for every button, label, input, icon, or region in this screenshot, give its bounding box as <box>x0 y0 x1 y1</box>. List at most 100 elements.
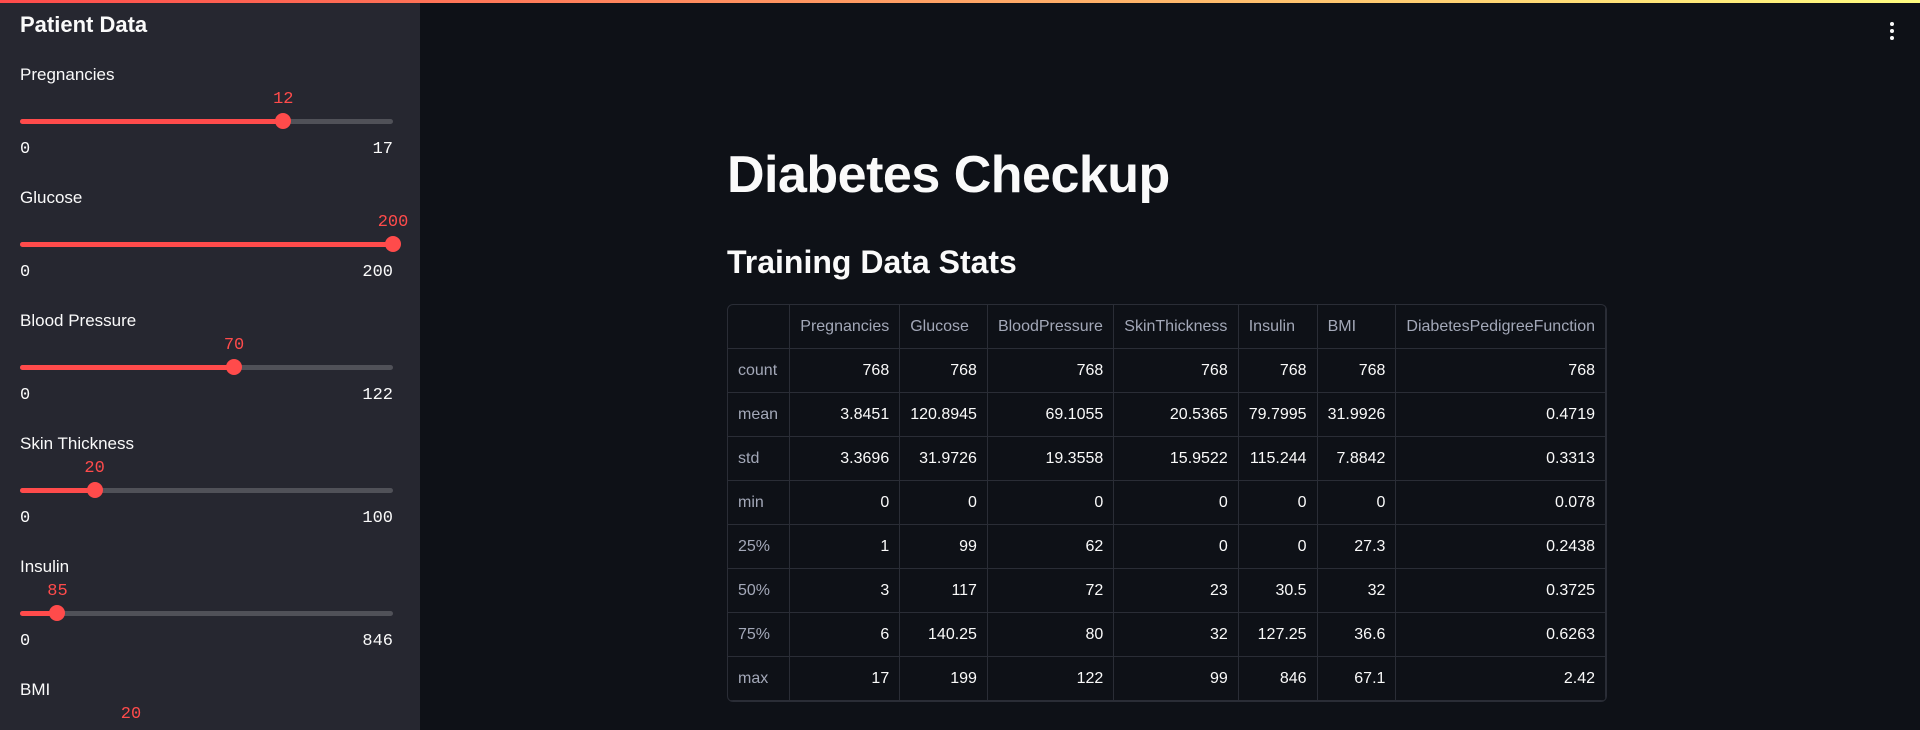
cell: 768 <box>1113 348 1239 393</box>
table-row: 75% 6 140.25 80 32 127.25 36.6 0.6263 <box>728 612 1606 657</box>
cell: 115.244 <box>1238 436 1318 481</box>
cell: 0 <box>1317 480 1397 525</box>
cell: 0.078 <box>1395 480 1606 525</box>
table-row: 50% 3 117 72 23 30.5 32 0.3725 <box>728 568 1606 613</box>
cell: 27.3 <box>1317 524 1397 569</box>
slider-track[interactable] <box>20 113 393 129</box>
slider[interactable]: Pregnancies 12 0 17 <box>0 60 420 183</box>
cell: 72 <box>987 568 1115 613</box>
cell: 0.6263 <box>1395 612 1606 657</box>
cell: 0.4719 <box>1395 392 1606 437</box>
row-label: max <box>728 656 791 701</box>
subheader: Training Data Stats <box>727 244 1017 280</box>
slider-fill <box>20 488 95 493</box>
slider-label: Insulin <box>20 557 70 576</box>
slider-value: 12 <box>273 90 294 109</box>
slider-value: 85 <box>47 582 68 601</box>
cell: 768 <box>1395 348 1606 393</box>
slider-label: Pregnancies <box>20 65 115 84</box>
slider-track[interactable] <box>20 605 393 621</box>
cell: 20.5365 <box>1113 392 1239 437</box>
sidebar-title: Patient Data <box>20 12 148 37</box>
slider-min: 0 <box>20 509 31 528</box>
table-row: 25% 1 99 62 0 0 27.3 0.2438 <box>728 524 1606 569</box>
cell: 768 <box>899 348 988 393</box>
corner-cell <box>728 305 791 349</box>
slider-thumb[interactable] <box>49 605 66 621</box>
slider-fill <box>20 611 58 616</box>
column-header: BloodPressure <box>987 305 1115 349</box>
cell: 3 <box>789 568 901 613</box>
row-label: std <box>728 436 791 481</box>
main-menu[interactable] <box>1888 22 1896 43</box>
cell: 32 <box>1113 612 1239 657</box>
slider[interactable]: Skin Thickness 20 0 100 <box>0 429 420 552</box>
cell: 0 <box>1113 480 1239 525</box>
cell: 768 <box>789 348 901 393</box>
slider-max: 122 <box>362 386 393 405</box>
column-header: Pregnancies <box>789 305 901 349</box>
page-title: Diabetes Checkup <box>727 146 1170 204</box>
column-header: Glucose <box>899 305 988 349</box>
column-header: DiabetesPedigreeFunction <box>1395 305 1606 349</box>
slider[interactable]: Glucose 200 0 200 <box>0 183 420 306</box>
slider-thumb[interactable] <box>385 236 401 252</box>
slider-label: Blood Pressure <box>20 311 137 330</box>
cell: 2.42 <box>1395 656 1606 701</box>
cell: 1 <box>789 524 901 569</box>
cell: 140.25 <box>899 612 988 657</box>
cell: 0 <box>789 480 901 525</box>
slider-min: 0 <box>20 386 31 405</box>
slider-max: 846 <box>362 632 393 651</box>
cell: 3.3696 <box>789 436 901 481</box>
slider[interactable]: BMI 20 <box>0 675 420 730</box>
cell: 0 <box>1113 524 1239 569</box>
slider-thumb[interactable] <box>226 359 243 375</box>
cell: 31.9726 <box>899 436 988 481</box>
cell: 0 <box>1238 524 1318 569</box>
column-header: SkinThickness <box>1113 305 1239 349</box>
cell: 19.3558 <box>987 436 1115 481</box>
table-row: min 0 0 0 0 0 0 0.078 <box>728 480 1606 525</box>
cell: 127.25 <box>1238 612 1318 657</box>
cell: 0.3725 <box>1395 568 1606 613</box>
cell: 0.2438 <box>1395 524 1606 569</box>
cell: 80 <box>987 612 1115 657</box>
slider[interactable]: Blood Pressure 70 0 122 <box>0 306 420 429</box>
cell: 79.7995 <box>1238 392 1318 437</box>
slider-max: 17 <box>372 140 393 159</box>
table-row: max 17 199 122 99 846 67.1 2.42 <box>728 656 1606 701</box>
cell: 15.9522 <box>1113 436 1239 481</box>
row-label: min <box>728 480 791 525</box>
slider-max: 200 <box>362 263 393 282</box>
cell: 6 <box>789 612 901 657</box>
cell: 62 <box>987 524 1115 569</box>
slider-label: Glucose <box>20 188 83 207</box>
table-row: std 3.3696 31.9726 19.3558 15.9522 115.244 7.8… <box>728 436 1606 481</box>
slider-value: 70 <box>223 336 245 355</box>
slider-min: 0 <box>20 632 31 651</box>
cell: 117 <box>899 568 988 613</box>
row-label: 50% <box>728 568 791 613</box>
slider-min: 0 <box>20 140 31 159</box>
cell: 23 <box>1113 568 1239 613</box>
slider-max: 100 <box>362 509 393 528</box>
slider-track[interactable] <box>20 359 393 375</box>
cell: 846 <box>1238 656 1318 701</box>
slider-fill <box>20 119 284 124</box>
slider-label: BMI <box>20 680 51 699</box>
slider[interactable]: Insulin 85 0 846 <box>0 552 420 675</box>
slider-thumb[interactable] <box>275 113 292 129</box>
sidebar: Patient Data Pregnancies 12 0 17 Glucose 200 0… <box>0 0 420 730</box>
slider-track[interactable] <box>20 482 393 498</box>
slider-label: Skin Thickness <box>20 434 135 453</box>
cell: 31.9926 <box>1317 392 1397 437</box>
slider-thumb[interactable] <box>86 482 103 498</box>
cell: 199 <box>899 656 988 701</box>
cell: 768 <box>987 348 1115 393</box>
row-label: 75% <box>728 612 791 657</box>
slider-value: 200 <box>377 213 409 232</box>
top-decoration <box>0 0 1920 3</box>
table-row: count 768 768 768 768 768 768 768 <box>728 348 1606 393</box>
slider-track[interactable] <box>20 236 401 252</box>
